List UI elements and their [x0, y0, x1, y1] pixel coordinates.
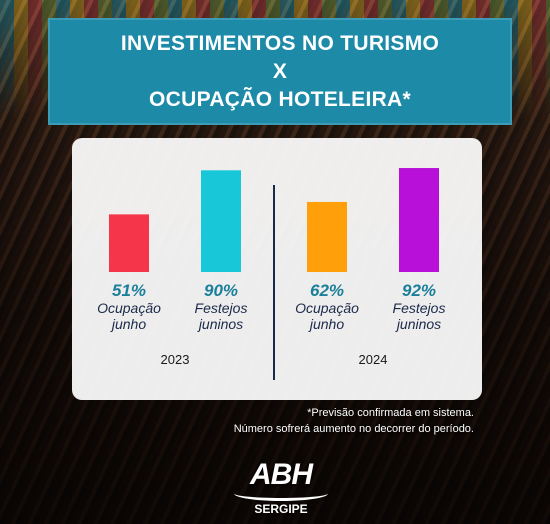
category-label-2023-1-line2: junho: [110, 316, 146, 332]
abih-logo: ABH SERGIPE: [226, 458, 336, 518]
category-label-2023-2-line2: juninos: [197, 316, 243, 332]
year-label-2023: 2023: [161, 352, 190, 367]
bar-2023-2: [201, 170, 241, 272]
category-label-2023-2-line1: Festejos: [195, 300, 248, 316]
title-line-3: OCUPAÇÃO HOTELEIRA*: [149, 88, 411, 111]
year-divider: [273, 185, 275, 380]
value-label-2024-2: 92%: [402, 281, 436, 300]
bar-2023-1: [109, 214, 149, 272]
bar-2024-1: [307, 201, 347, 272]
value-label-2023-2: 90%: [204, 281, 238, 300]
value-label-2024-1: 62%: [310, 281, 344, 300]
logo-swoosh: [234, 486, 328, 501]
value-label-2023-1: 51%: [112, 281, 146, 300]
category-label-2024-1-line1: Ocupação: [295, 300, 359, 316]
category-label-2024-2-line1: Festejos: [393, 300, 446, 316]
category-label-2024-1-line2: junho: [308, 316, 344, 332]
title-line-2: X: [272, 60, 288, 83]
category-label-2023-1-line1: Ocupação: [97, 300, 161, 316]
category-label-2024-2-line2: juninos: [395, 316, 441, 332]
footnote-line-1: *Previsão confirmada em sistema.: [307, 407, 474, 419]
title-line-1: INVESTIMENTOS NO TURISMO: [120, 32, 440, 55]
bar-2024-2: [399, 168, 439, 272]
footnote-line-2: Número sofrerá aumento no decorrer do pe…: [233, 423, 474, 435]
title-banner: INVESTIMENTOS NO TURISMO X OCUPAÇÃO HOTE…: [48, 18, 512, 125]
logo-subtitle: SERGIPE: [254, 502, 308, 516]
year-label-2024: 2024: [359, 352, 388, 367]
